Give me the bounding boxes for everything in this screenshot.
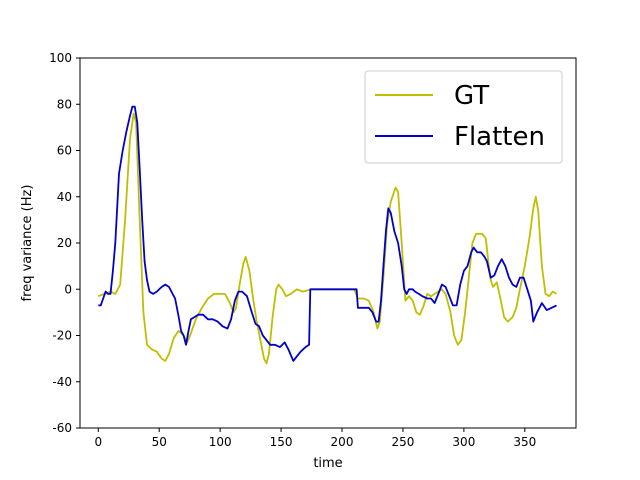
x-axis-label: time xyxy=(313,456,342,471)
x-tick-label: 350 xyxy=(513,435,536,449)
series-line-flatten xyxy=(98,105,557,362)
y-tick-label: 20 xyxy=(57,236,72,250)
legend: GT Flatten xyxy=(364,70,563,164)
x-tick-label: 300 xyxy=(452,435,475,449)
y-tick-label: -60 xyxy=(52,421,72,435)
x-tick-label: 200 xyxy=(331,435,354,449)
y-tick-label: 80 xyxy=(57,97,72,111)
legend-label-flatten: Flatten xyxy=(454,122,545,152)
x-tick-label: 0 xyxy=(94,435,102,449)
y-tick-label: 40 xyxy=(57,190,72,204)
y-axis: -60 -40 -20 0 20 40 60 80 100 xyxy=(49,51,80,435)
y-tick-label: -40 xyxy=(52,375,72,389)
series-layer xyxy=(97,105,557,365)
legend-label-gt: GT xyxy=(454,81,489,111)
x-tick-label: 150 xyxy=(270,435,293,449)
y-axis-label: freq variance (Hz) xyxy=(20,185,35,302)
x-axis: 0 50 100 150 200 250 300 350 xyxy=(94,428,536,449)
y-tick-label: -20 xyxy=(52,329,72,343)
x-tick-label: 50 xyxy=(152,435,167,449)
x-tick-label: 250 xyxy=(391,435,414,449)
x-tick-label: 100 xyxy=(209,435,232,449)
y-tick-label: 60 xyxy=(57,144,72,158)
y-tick-label: 100 xyxy=(49,51,72,65)
y-tick-label: 0 xyxy=(64,282,72,296)
